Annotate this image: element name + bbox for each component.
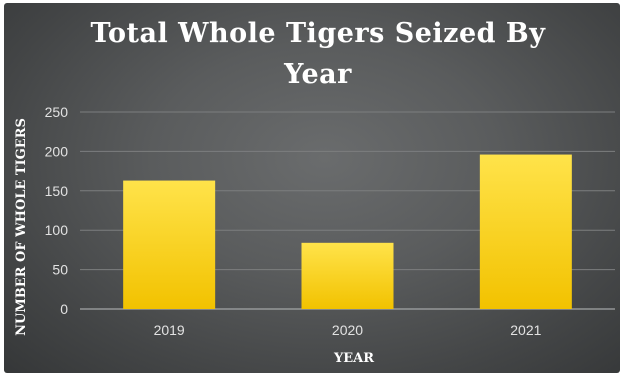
x-tick-label: 2021 [510,322,541,338]
x-axis-ticks: 2019 2020 2021 [154,322,542,338]
x-tick-label: 2020 [332,322,363,338]
y-tick-label: 50 [52,262,68,278]
y-tick-label: 200 [45,143,69,159]
bar-2020 [301,242,394,309]
bar-2021 [479,154,572,309]
y-tick-label: 0 [60,301,68,317]
chart-container: Total Whole Tigers Seized By Year 0 50 100… [4,3,620,373]
y-axis-ticks: 0 50 100 150 200 250 [45,104,69,317]
y-tick-label: 100 [45,222,69,238]
chart-title-line-2: Year [283,59,352,90]
y-axis-title: NUMBER OF WHOLE TIGERS [14,118,29,336]
x-axis-title: YEAR [333,351,374,366]
y-tick-label: 150 [45,183,69,199]
bars [123,154,572,309]
y-tick-label: 250 [45,104,69,120]
x-tick-label: 2019 [154,322,185,338]
bar-2019 [123,180,216,309]
chart-title-line-1: Total Whole Tigers Seized By [91,18,547,49]
bar-chart: Total Whole Tigers Seized By Year 0 50 100… [14,18,615,366]
